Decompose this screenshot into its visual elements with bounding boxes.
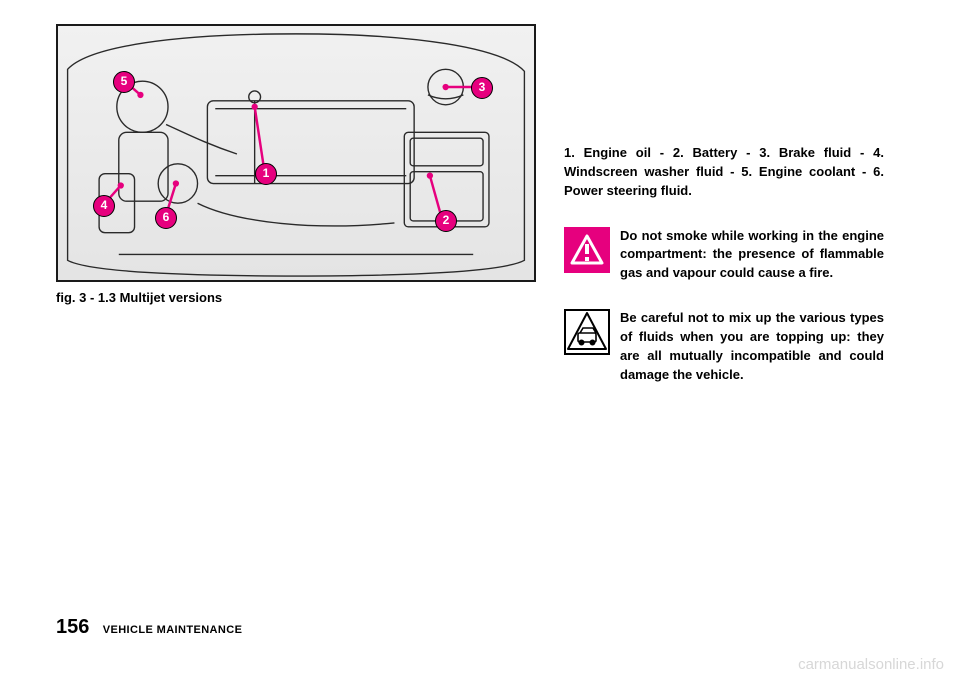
- warning-fluids-text: Be careful not to mix up the various typ…: [620, 309, 884, 384]
- engine-bay-drawing: [58, 26, 534, 280]
- page-number: 156: [56, 616, 89, 638]
- callout-5: 5: [113, 71, 135, 93]
- content-area: 1 2 3 4 5 6 fig. 3 - 1.3 Multijet versions 1.…: [0, 0, 960, 410]
- callout-2: 2: [435, 210, 457, 232]
- section-title: VEHICLE MAINTENANCE: [103, 624, 243, 636]
- component-legend: 1. Engine oil - 2. Battery - 3. Brake fl…: [564, 144, 884, 201]
- page-footer: 156 VEHICLE MAINTENANCE: [56, 616, 242, 639]
- callout-1: 1: [255, 163, 277, 185]
- callout-6: 6: [155, 207, 177, 229]
- figure-caption: fig. 3 - 1.3 Multijet versions: [56, 290, 536, 305]
- warning-triangle-icon: [564, 227, 610, 273]
- watermark: carmanualsonline.info: [774, 651, 960, 679]
- warning-fire: Do not smoke while working in the engine…: [564, 227, 884, 284]
- warning-fire-text: Do not smoke while working in the engine…: [620, 227, 884, 284]
- right-column: 1. Engine oil - 2. Battery - 3. Brake fl…: [564, 24, 884, 410]
- left-column: 1 2 3 4 5 6 fig. 3 - 1.3 Multijet versions: [56, 24, 536, 410]
- page: 1 2 3 4 5 6 fig. 3 - 1.3 Multijet versions 1.…: [0, 0, 960, 679]
- warning-fluids: Be careful not to mix up the various typ…: [564, 309, 884, 384]
- callout-4: 4: [93, 195, 115, 217]
- engine-bay-figure: 1 2 3 4 5 6: [56, 24, 536, 282]
- callout-3: 3: [471, 77, 493, 99]
- car-fluids-icon: [564, 309, 610, 355]
